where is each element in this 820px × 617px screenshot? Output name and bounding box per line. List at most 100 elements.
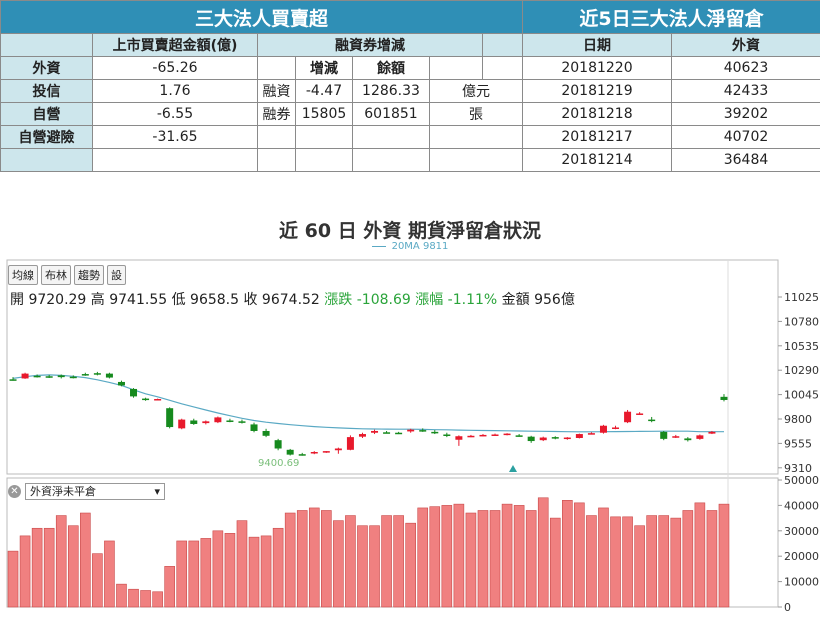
candle-body — [563, 437, 571, 440]
oi-bar — [574, 502, 585, 608]
candle-body — [660, 431, 668, 439]
oi-bar — [670, 517, 682, 608]
candle-body — [226, 420, 234, 422]
price-panel-frame — [6, 259, 779, 475]
oi-bar — [537, 497, 549, 608]
ma-legend-text: 20MA 9811 — [391, 241, 449, 252]
oi-bar — [55, 515, 67, 608]
oi-bar — [562, 500, 573, 608]
candle-body — [178, 419, 186, 429]
oi-bar — [489, 510, 501, 608]
oi-bar — [333, 520, 344, 608]
price-tick-label: 10290 — [784, 364, 819, 377]
oi-bar — [393, 515, 404, 608]
chart-toolbar: 均線 布林 趨勢 設 — [8, 265, 126, 285]
candle-body — [539, 437, 547, 441]
row-name: 外資 — [0, 56, 93, 80]
indicator-select[interactable]: 外資淨未平倉 ▾ — [25, 483, 165, 500]
price-tick-label: 9555 — [784, 437, 812, 450]
oi-bar — [682, 510, 694, 608]
price-tick-label: 11025 — [784, 291, 819, 304]
oi-bar — [7, 550, 19, 608]
oi-bar — [104, 540, 115, 608]
close-icon[interactable]: ✕ — [8, 485, 21, 498]
candle-body — [238, 421, 246, 423]
oi-bar — [128, 588, 139, 608]
candle-body — [371, 430, 379, 433]
bollinger-button[interactable]: 布林 — [41, 265, 71, 285]
oi-bar — [212, 530, 224, 608]
price-tick-label: 9800 — [784, 413, 812, 426]
oi-bar — [260, 535, 272, 608]
oi-tick-label: 10000 — [784, 576, 819, 589]
oi-bar — [140, 590, 151, 608]
col-amount: 上市買賣超金額(億) — [92, 33, 258, 57]
candle-body — [45, 376, 53, 378]
empty-cell — [257, 148, 296, 172]
candle-body — [575, 434, 583, 438]
chevron-down-icon: ▾ — [154, 485, 160, 498]
ma-button[interactable]: 均線 — [8, 265, 38, 285]
indicator-select-value: 外資淨未平倉 — [30, 485, 96, 498]
oi-date: 20181214 — [522, 148, 672, 172]
ohlc-change: 漲跌 -108.69 — [324, 292, 411, 308]
margin-label: 融資 — [257, 79, 296, 103]
settings-button[interactable]: 設 — [107, 265, 126, 285]
oi-bar — [284, 512, 296, 608]
oi-bar — [706, 510, 718, 608]
candle-body — [117, 381, 125, 386]
oi-bar — [501, 503, 513, 608]
candle-body — [130, 388, 138, 397]
empty-cell — [428, 125, 524, 149]
candle-body — [648, 419, 656, 422]
empty-cell — [295, 148, 353, 172]
empty-cell — [257, 125, 296, 149]
candle-body — [455, 436, 463, 440]
oi-bar — [586, 515, 597, 608]
candle-body — [81, 374, 89, 376]
col-date: 日期 — [522, 33, 672, 57]
oi-tick-label: 30000 — [784, 525, 819, 538]
candle-body — [720, 396, 728, 400]
col-margin: 融資券增減 — [257, 33, 483, 57]
oi-bar — [19, 535, 31, 608]
empty-cell — [352, 148, 430, 172]
candle-body — [708, 431, 716, 434]
candle-body — [383, 432, 391, 434]
row-name: 自營 — [0, 102, 93, 126]
price-tick-label: 10045 — [784, 389, 819, 402]
section-title: 近 60 日 外資 期貨淨留倉狀況 — [279, 220, 541, 242]
candle-body — [105, 373, 113, 378]
candle-body — [407, 429, 415, 432]
oi-bar — [405, 522, 416, 608]
candle-body — [443, 434, 451, 436]
oi-bar — [658, 515, 670, 608]
oi-tick-label: 20000 — [784, 550, 819, 563]
oi-bar — [549, 517, 561, 608]
candle-body — [93, 373, 101, 375]
oi-bar — [369, 525, 380, 608]
ohlc-pct: 漲幅 -1.11% — [415, 292, 498, 308]
candle-body — [395, 432, 403, 435]
candle-body — [298, 454, 306, 456]
sub-change: 增減 — [295, 56, 353, 80]
oi-bar — [513, 505, 525, 608]
foreign-oi-title: 近5日三大法人淨留倉 — [521, 0, 820, 34]
margin-unit: 張 — [428, 102, 524, 126]
ohlc-amount: 金額 956億 — [501, 292, 575, 308]
candle-body — [467, 435, 475, 438]
oi-bar — [176, 540, 188, 608]
candle-body — [624, 411, 632, 423]
oi-bar — [80, 512, 91, 608]
oi-bar — [67, 525, 79, 608]
trend-button[interactable]: 趨勢 — [74, 265, 104, 285]
empty-cell — [0, 148, 93, 172]
oi-bar — [345, 515, 356, 608]
row-amount: -6.55 — [92, 102, 258, 126]
candle-body — [69, 376, 77, 379]
oi-bar — [296, 510, 308, 608]
institutional-table: 三大法人買賣超 上市買賣超金額(億) 融資券增減 外資 -65.26 增減 餘額… — [0, 0, 524, 172]
oi-bar — [272, 527, 284, 608]
oi-bar — [31, 527, 43, 608]
oi-bar — [429, 506, 441, 608]
